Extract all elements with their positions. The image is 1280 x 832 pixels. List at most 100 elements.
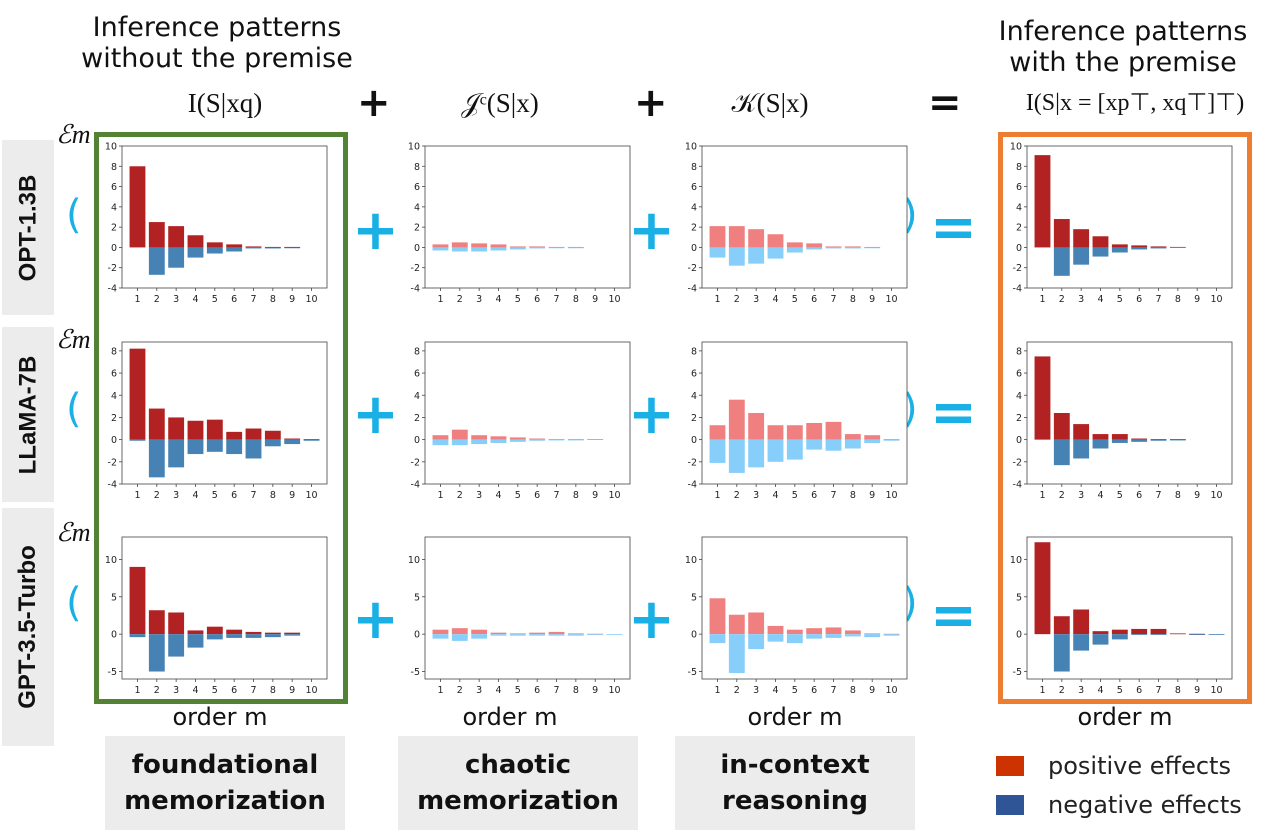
x-tick-label: 9 (869, 294, 875, 305)
bar-positive (451, 628, 468, 635)
bar-positive (825, 421, 842, 440)
bar-negative (168, 439, 185, 468)
y-tick-label: 8 (1016, 346, 1022, 357)
bar-negative (825, 247, 842, 249)
y-tick-label: 2 (414, 413, 420, 424)
legend-positive: positive effects (996, 752, 1231, 780)
bar-negative (786, 439, 803, 460)
y-tick-label: 6 (111, 369, 117, 380)
x-tick-label: 4 (495, 294, 501, 305)
y-tick-label: 0 (1016, 630, 1022, 641)
bar-negative (509, 439, 526, 442)
bar-negative (806, 634, 823, 639)
bar-positive (206, 626, 223, 635)
x-tick-label: 5 (1117, 294, 1123, 305)
bar-negative (284, 439, 301, 445)
bar-positive (567, 633, 584, 635)
x-tick-label: 10 (608, 294, 620, 305)
formula-with-premise: I(S|x = [xp⊤, xq⊤]⊤) (1025, 90, 1245, 116)
x-tick-label: 5 (792, 685, 798, 696)
bar-negative (825, 634, 842, 638)
bar-negative (567, 634, 584, 636)
xlabel-col1: order m (172, 703, 268, 731)
bar-positive (1131, 628, 1148, 635)
x-tick-label: 6 (811, 490, 817, 501)
bar-negative (1111, 247, 1128, 253)
x-tick-label: 1 (1039, 685, 1045, 696)
bar-positive (786, 425, 803, 440)
bar-negative (806, 247, 823, 250)
y-tick-label: 2 (691, 413, 697, 424)
bar-positive (284, 438, 301, 440)
open-paren-row1: ( (66, 192, 82, 238)
y-tick-label: -2 (108, 457, 117, 468)
x-tick-label: 8 (573, 294, 579, 305)
bar-positive (709, 598, 726, 635)
x-tick-label: 8 (1175, 490, 1181, 501)
y-tick-label: 2 (111, 413, 117, 424)
y-tick-label: -2 (688, 263, 697, 274)
x-tick-label: 1 (134, 294, 140, 305)
x-tick-label: 6 (811, 294, 817, 305)
formula-chaotic: 𝒥ᶜ(S|x) (461, 88, 539, 118)
x-tick-label: 6 (534, 294, 540, 305)
bar-positive (245, 246, 262, 248)
x-tick-label: 4 (1097, 490, 1103, 501)
bar-positive (471, 243, 488, 248)
x-tick-label: 9 (1194, 294, 1200, 305)
bar-positive (1034, 356, 1051, 440)
x-tick-label: 3 (1078, 294, 1084, 305)
x-tick-label: 7 (830, 490, 836, 501)
bar-negative (767, 634, 784, 642)
x-tick-label: 5 (212, 490, 218, 501)
bar-positive (844, 630, 861, 635)
x-tick-label: 3 (476, 685, 482, 696)
chart-2-4: -4 -2 0 2 4 6 8 1 2 3 4 5 6 7 8 9 10 (1013, 341, 1233, 501)
bar-positive (806, 422, 823, 440)
plus-operator-header-2: + (634, 80, 668, 126)
y-tick-label: 8 (111, 346, 117, 357)
x-tick-label: 8 (270, 490, 276, 501)
bar-positive (471, 435, 488, 440)
y-tick-label: -4 (1013, 284, 1022, 295)
bar-positive (806, 243, 823, 248)
row-label-gpt: GPT-3.5-Turbo (2, 508, 54, 746)
x-tick-label: 3 (753, 294, 759, 305)
x-tick-label: 1 (1039, 490, 1045, 501)
bar-negative (471, 247, 488, 252)
bar-positive (226, 431, 243, 440)
bar-positive (1092, 631, 1109, 635)
x-tick-label: 8 (850, 685, 856, 696)
x-tick-label: 4 (192, 490, 198, 501)
bar-positive (129, 166, 146, 248)
x-tick-label: 2 (1059, 685, 1065, 696)
x-tick-label: 4 (772, 490, 778, 501)
equals-row2: = (930, 380, 977, 445)
y-tick-label: 0 (414, 630, 420, 641)
bar-positive (490, 436, 507, 440)
bar-positive (864, 633, 881, 635)
bar-positive (1092, 236, 1109, 248)
x-tick-label: 1 (134, 490, 140, 501)
bar-positive (148, 408, 165, 440)
bar-negative (1111, 634, 1128, 640)
foundational-highlight-box (94, 132, 348, 704)
bar-positive (825, 246, 842, 248)
bar-negative (226, 247, 243, 252)
x-tick-label: 7 (1155, 490, 1161, 501)
bar-positive (509, 633, 526, 635)
bar-positive (709, 226, 726, 248)
x-tick-label: 5 (212, 685, 218, 696)
bar-positive (548, 631, 565, 635)
x-tick-label: 9 (592, 685, 598, 696)
x-tick-label: 3 (753, 490, 759, 501)
y-tick-label: 8 (691, 162, 697, 173)
y-tick-label: 0 (691, 435, 697, 446)
y-tick-label: 6 (1016, 369, 1022, 380)
y-tick-label: 0 (691, 243, 697, 254)
bar-negative (451, 247, 468, 252)
bar-positive (567, 439, 584, 440)
x-tick-label: 9 (869, 490, 875, 501)
bar-positive (187, 235, 204, 248)
